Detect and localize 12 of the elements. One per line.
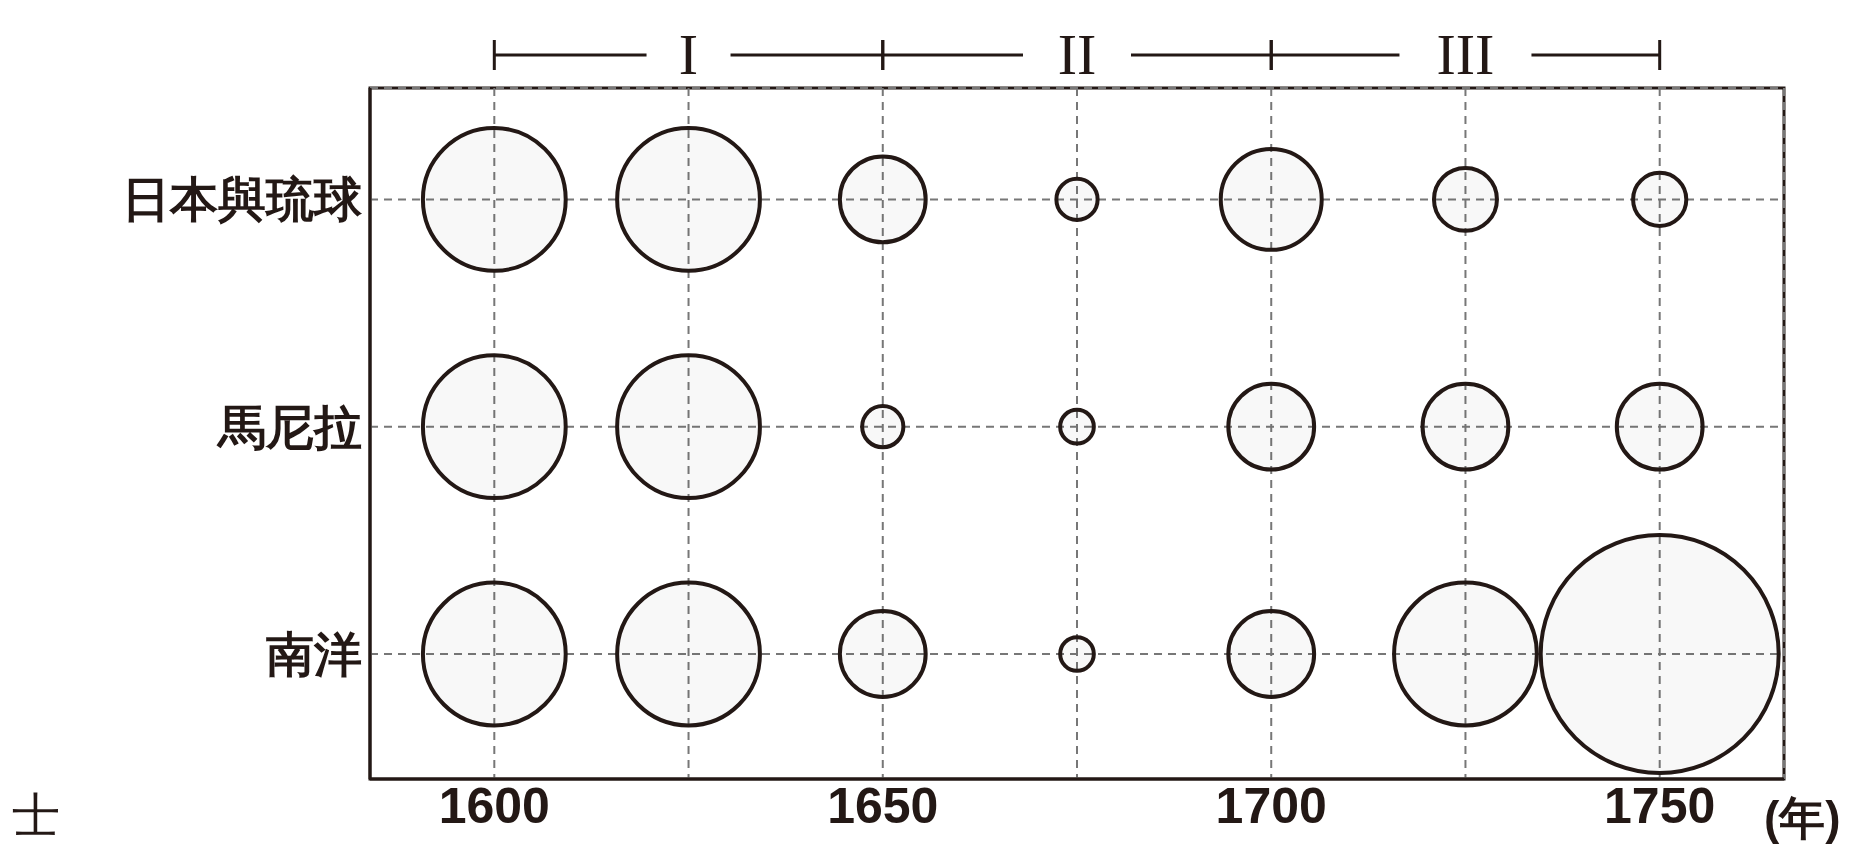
y-tick-label: 馬尼拉	[216, 400, 362, 454]
y-tick-label: 南洋	[266, 628, 362, 682]
text: I	[678, 22, 699, 87]
x-tick-label: 1750	[1604, 777, 1716, 834]
x-tick-label: 1600	[438, 777, 550, 834]
text: III	[1436, 22, 1495, 87]
x-tick-label: 1650	[827, 777, 939, 834]
text: II	[1057, 22, 1097, 87]
y-tick-label: 日本與琉球	[122, 173, 363, 227]
x-axis-title: (年)	[1764, 792, 1841, 844]
x-tick-label: 1700	[1215, 777, 1327, 834]
text: 士	[12, 789, 60, 842]
